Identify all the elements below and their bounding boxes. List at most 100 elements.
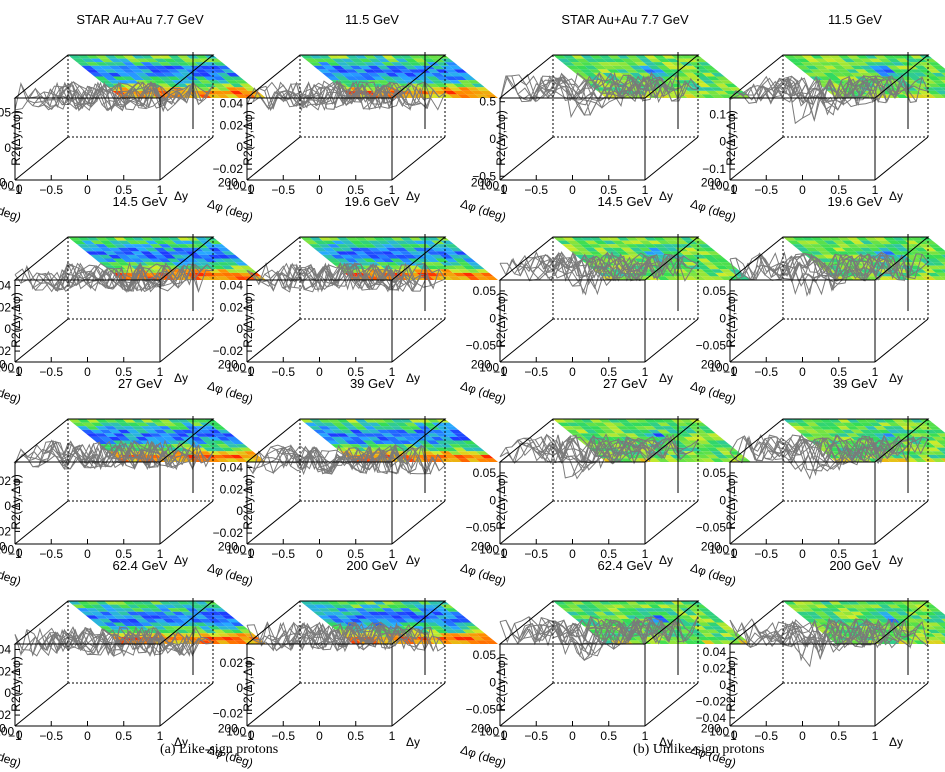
heatmap-cell bbox=[629, 72, 643, 77]
heatmap-cell bbox=[439, 444, 454, 448]
heatmap-cell bbox=[873, 419, 888, 423]
heatmap-cell bbox=[122, 55, 136, 59]
y-axis-label: Δφ (deg) bbox=[0, 560, 23, 588]
heatmap-cell bbox=[692, 269, 706, 273]
heatmap-cell bbox=[90, 240, 105, 245]
z-tick-label: 0 bbox=[489, 311, 496, 325]
heatmap-cell bbox=[144, 247, 159, 252]
heatmap-cell bbox=[936, 258, 945, 263]
heatmap-cell bbox=[643, 69, 657, 73]
heatmap-cell bbox=[683, 94, 697, 98]
heatmap-cell bbox=[354, 419, 368, 423]
heatmap-cell bbox=[936, 76, 945, 81]
heatmap-cell bbox=[117, 247, 131, 252]
heatmap-cell bbox=[335, 615, 350, 619]
heatmap-cell bbox=[701, 640, 715, 644]
box-edge bbox=[644, 500, 699, 545]
heatmap-cell bbox=[466, 94, 480, 98]
mesh-line bbox=[758, 76, 813, 105]
z-tick-label: 0.05 bbox=[703, 466, 727, 480]
heatmap-cell bbox=[711, 254, 725, 259]
heatmap-cell bbox=[68, 601, 82, 605]
heatmap-cell bbox=[121, 622, 136, 627]
heatmap-cell bbox=[935, 454, 945, 459]
heatmap-cell bbox=[562, 55, 576, 59]
heatmap-cell bbox=[873, 69, 887, 73]
heatmap-cell bbox=[381, 608, 395, 612]
heatmap-cell bbox=[439, 269, 453, 273]
heatmap-cell bbox=[918, 62, 933, 66]
heatmap-cell bbox=[719, 269, 734, 273]
y-axis-label: Δφ (deg) bbox=[689, 378, 738, 406]
heatmap-cell bbox=[936, 433, 945, 437]
heatmap-cell bbox=[661, 55, 676, 59]
box-edge bbox=[159, 682, 214, 727]
heatmap-cell bbox=[412, 262, 426, 266]
heatmap-cell bbox=[453, 447, 467, 452]
heatmap-cell bbox=[561, 608, 576, 612]
heatmap-cell bbox=[304, 604, 318, 609]
heatmap-cell bbox=[675, 422, 689, 427]
heatmap-cell bbox=[340, 618, 354, 623]
heatmap-cell bbox=[340, 604, 355, 609]
z-tick-label: −0.02 bbox=[213, 344, 244, 358]
mesh-line bbox=[586, 258, 641, 281]
heatmap-cell bbox=[158, 419, 173, 423]
heatmap-cell bbox=[149, 426, 163, 430]
heatmap-cell bbox=[363, 62, 377, 66]
heatmap-cell bbox=[180, 436, 195, 441]
heatmap-cell bbox=[927, 265, 941, 270]
y-axis-label: Δφ (deg) bbox=[0, 196, 23, 224]
heatmap-cell bbox=[126, 247, 141, 252]
heatmap-cell bbox=[336, 237, 350, 241]
heatmap-cell bbox=[430, 262, 445, 266]
heatmap-cell bbox=[304, 422, 318, 427]
mesh-line bbox=[816, 436, 871, 464]
heatmap-cell bbox=[805, 247, 819, 252]
x-axis-label: Δy bbox=[889, 735, 903, 749]
heatmap-cell bbox=[340, 247, 354, 252]
y-tick-label: 0 bbox=[248, 728, 255, 742]
z-tick-label: 0 bbox=[4, 141, 11, 155]
heatmap-cell bbox=[362, 440, 377, 445]
heatmap-cell bbox=[372, 244, 386, 248]
heatmap-cell bbox=[194, 601, 209, 605]
top-face bbox=[13, 418, 215, 463]
heatmap-cell bbox=[818, 258, 833, 263]
z-axis-label: R2(Δy,Δφ) bbox=[724, 474, 738, 530]
heatmap-cell bbox=[371, 258, 386, 263]
x-tick-label: 0.5 bbox=[830, 547, 847, 561]
heatmap-cell bbox=[670, 76, 684, 81]
heatmap-cell bbox=[230, 83, 244, 88]
heatmap-cell bbox=[212, 69, 227, 73]
heatmap-cell bbox=[908, 454, 923, 459]
heatmap-cell bbox=[683, 458, 697, 462]
heatmap-cell bbox=[819, 55, 833, 59]
heatmap-cell bbox=[688, 244, 703, 248]
heatmap-cell bbox=[620, 65, 635, 70]
z-tick-label: −0.05 bbox=[466, 703, 497, 717]
heatmap-cell bbox=[656, 65, 671, 70]
heatmap-cell bbox=[144, 254, 158, 259]
y-tick-label: 0 bbox=[248, 182, 255, 196]
x-tick-label: −1 bbox=[240, 183, 254, 197]
heatmap-cell bbox=[422, 422, 436, 427]
y-tick-label: 200 bbox=[0, 539, 6, 553]
heatmap-cell bbox=[927, 615, 942, 619]
heatmap-cell bbox=[77, 419, 91, 423]
heatmap-cell bbox=[593, 611, 607, 616]
heatmap-cell bbox=[652, 55, 667, 59]
heatmap-cell bbox=[108, 611, 122, 616]
heatmap-cell bbox=[783, 419, 797, 423]
heatmap-cell bbox=[859, 58, 874, 63]
heatmap-cell bbox=[385, 72, 399, 77]
heatmap-cell bbox=[131, 62, 145, 66]
heatmap-cell bbox=[940, 451, 945, 455]
heatmap-cell bbox=[390, 244, 404, 248]
x-tick-label: 1 bbox=[642, 183, 649, 197]
heatmap-cell bbox=[688, 251, 702, 255]
heatmap-cell bbox=[212, 244, 227, 248]
heatmap-cell bbox=[167, 622, 181, 627]
